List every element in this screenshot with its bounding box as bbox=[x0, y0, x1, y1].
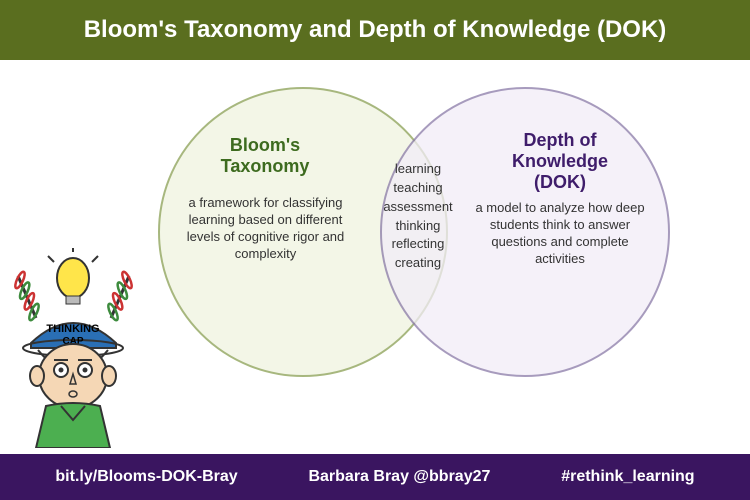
page-title: Bloom's Taxonomy and Depth of Knowledge … bbox=[20, 16, 730, 44]
svg-text:THINKING: THINKING bbox=[46, 323, 99, 335]
header-banner: Bloom's Taxonomy and Depth of Knowledge … bbox=[0, 0, 750, 60]
overlap-item: creating bbox=[378, 254, 458, 273]
footer-banner: bit.ly/Blooms-DOK-Bray Barbara Bray @bbr… bbox=[0, 454, 750, 500]
venn-overlap-list: learningteachingassessmentthinkingreflec… bbox=[378, 160, 458, 273]
overlap-item: assessment bbox=[378, 198, 458, 217]
venn-right-description: a model to analyze how deep students thi… bbox=[470, 200, 650, 268]
cartoon-icon: THINKING CAP bbox=[6, 248, 141, 448]
footer-hashtag: #rethink_learning bbox=[561, 468, 694, 486]
overlap-item: learning bbox=[378, 160, 458, 179]
overlap-item: teaching bbox=[378, 179, 458, 198]
venn-left-description: a framework for classifying learning bas… bbox=[178, 195, 353, 263]
venn-left-title: Bloom's Taxonomy bbox=[190, 135, 340, 177]
venn-right-title: Depth of Knowledge (DOK) bbox=[485, 130, 635, 193]
footer-link: bit.ly/Blooms-DOK-Bray bbox=[55, 468, 237, 486]
overlap-item: reflecting bbox=[378, 235, 458, 254]
thinking-cap-cartoon: THINKING CAP bbox=[6, 248, 141, 448]
footer-author: Barbara Bray @bbray27 bbox=[308, 468, 490, 486]
overlap-item: thinking bbox=[378, 217, 458, 236]
